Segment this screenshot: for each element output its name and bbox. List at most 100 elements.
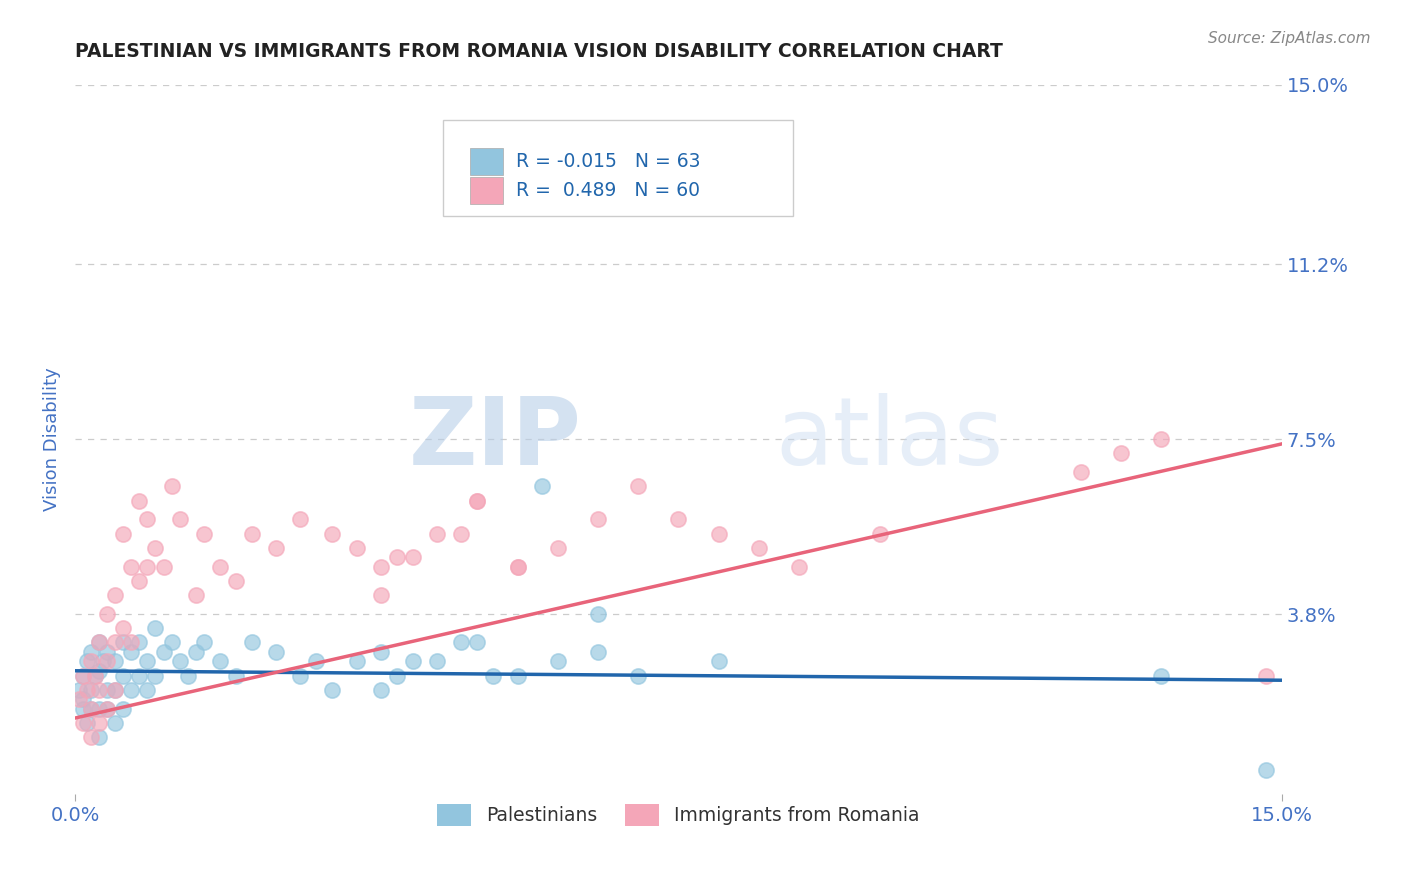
Point bbox=[627, 668, 650, 682]
Point bbox=[465, 635, 488, 649]
Point bbox=[506, 668, 529, 682]
Point bbox=[67, 692, 90, 706]
Legend: Palestinians, Immigrants from Romania: Palestinians, Immigrants from Romania bbox=[430, 796, 927, 834]
Point bbox=[152, 645, 174, 659]
Point bbox=[145, 668, 167, 682]
Point bbox=[96, 701, 118, 715]
Point bbox=[627, 479, 650, 493]
Point bbox=[136, 559, 159, 574]
Point bbox=[72, 668, 94, 682]
Text: atlas: atlas bbox=[775, 393, 1004, 485]
Point bbox=[321, 526, 343, 541]
Point bbox=[67, 682, 90, 697]
Point bbox=[169, 654, 191, 668]
Point bbox=[586, 645, 609, 659]
Point bbox=[240, 635, 263, 649]
Point bbox=[1109, 446, 1132, 460]
Point bbox=[152, 559, 174, 574]
Point bbox=[264, 645, 287, 659]
Point bbox=[89, 664, 111, 678]
Point bbox=[120, 635, 142, 649]
Point bbox=[145, 541, 167, 555]
Point bbox=[240, 526, 263, 541]
Point bbox=[184, 645, 207, 659]
Point bbox=[193, 635, 215, 649]
Point bbox=[707, 526, 730, 541]
Point bbox=[370, 588, 392, 602]
Text: ZIP: ZIP bbox=[409, 393, 582, 485]
Point bbox=[668, 512, 690, 526]
Y-axis label: Vision Disability: Vision Disability bbox=[44, 368, 60, 511]
Point bbox=[586, 607, 609, 621]
Point bbox=[370, 682, 392, 697]
Point bbox=[450, 526, 472, 541]
Point bbox=[1254, 763, 1277, 777]
Point bbox=[370, 559, 392, 574]
Point bbox=[72, 692, 94, 706]
Point bbox=[160, 635, 183, 649]
Point bbox=[346, 541, 368, 555]
Point bbox=[450, 635, 472, 649]
Point bbox=[80, 701, 103, 715]
Point bbox=[321, 682, 343, 697]
Point bbox=[176, 668, 198, 682]
Point bbox=[385, 550, 408, 565]
Point bbox=[1254, 668, 1277, 682]
Point bbox=[482, 668, 505, 682]
Point bbox=[370, 645, 392, 659]
Point bbox=[1070, 465, 1092, 479]
Point bbox=[96, 645, 118, 659]
Point bbox=[136, 512, 159, 526]
Text: PALESTINIAN VS IMMIGRANTS FROM ROMANIA VISION DISABILITY CORRELATION CHART: PALESTINIAN VS IMMIGRANTS FROM ROMANIA V… bbox=[75, 42, 1002, 61]
Point bbox=[465, 493, 488, 508]
Point bbox=[72, 668, 94, 682]
Point bbox=[547, 541, 569, 555]
Point bbox=[586, 512, 609, 526]
Point bbox=[128, 574, 150, 588]
Point bbox=[385, 668, 408, 682]
Point bbox=[104, 715, 127, 730]
Point bbox=[72, 715, 94, 730]
Point bbox=[530, 479, 553, 493]
Point bbox=[112, 526, 135, 541]
Point bbox=[80, 682, 103, 697]
Point bbox=[787, 559, 810, 574]
Point bbox=[290, 668, 312, 682]
Point bbox=[225, 668, 247, 682]
Point bbox=[80, 701, 103, 715]
Point bbox=[91, 654, 114, 668]
Point bbox=[208, 654, 231, 668]
Point bbox=[120, 682, 142, 697]
Point bbox=[89, 635, 111, 649]
Point bbox=[96, 654, 118, 668]
Point bbox=[96, 607, 118, 621]
Point bbox=[104, 588, 127, 602]
Point bbox=[305, 654, 328, 668]
Point bbox=[402, 654, 425, 668]
Point bbox=[104, 682, 127, 697]
Text: R = -0.015   N = 63: R = -0.015 N = 63 bbox=[516, 152, 700, 171]
Point bbox=[145, 621, 167, 635]
Point bbox=[89, 701, 111, 715]
Point bbox=[402, 550, 425, 565]
Point bbox=[104, 635, 127, 649]
Point bbox=[184, 588, 207, 602]
Point bbox=[264, 541, 287, 555]
FancyBboxPatch shape bbox=[470, 178, 503, 204]
Point bbox=[346, 654, 368, 668]
Point bbox=[707, 654, 730, 668]
Point bbox=[169, 512, 191, 526]
Point bbox=[96, 701, 118, 715]
Point bbox=[112, 668, 135, 682]
Point bbox=[104, 682, 127, 697]
Point bbox=[76, 654, 98, 668]
Text: Source: ZipAtlas.com: Source: ZipAtlas.com bbox=[1208, 31, 1371, 46]
Point bbox=[112, 621, 135, 635]
Point bbox=[748, 541, 770, 555]
Point bbox=[1150, 668, 1173, 682]
Point bbox=[76, 682, 98, 697]
Point bbox=[120, 559, 142, 574]
Point bbox=[84, 668, 107, 682]
Point bbox=[869, 526, 891, 541]
Point bbox=[89, 730, 111, 744]
